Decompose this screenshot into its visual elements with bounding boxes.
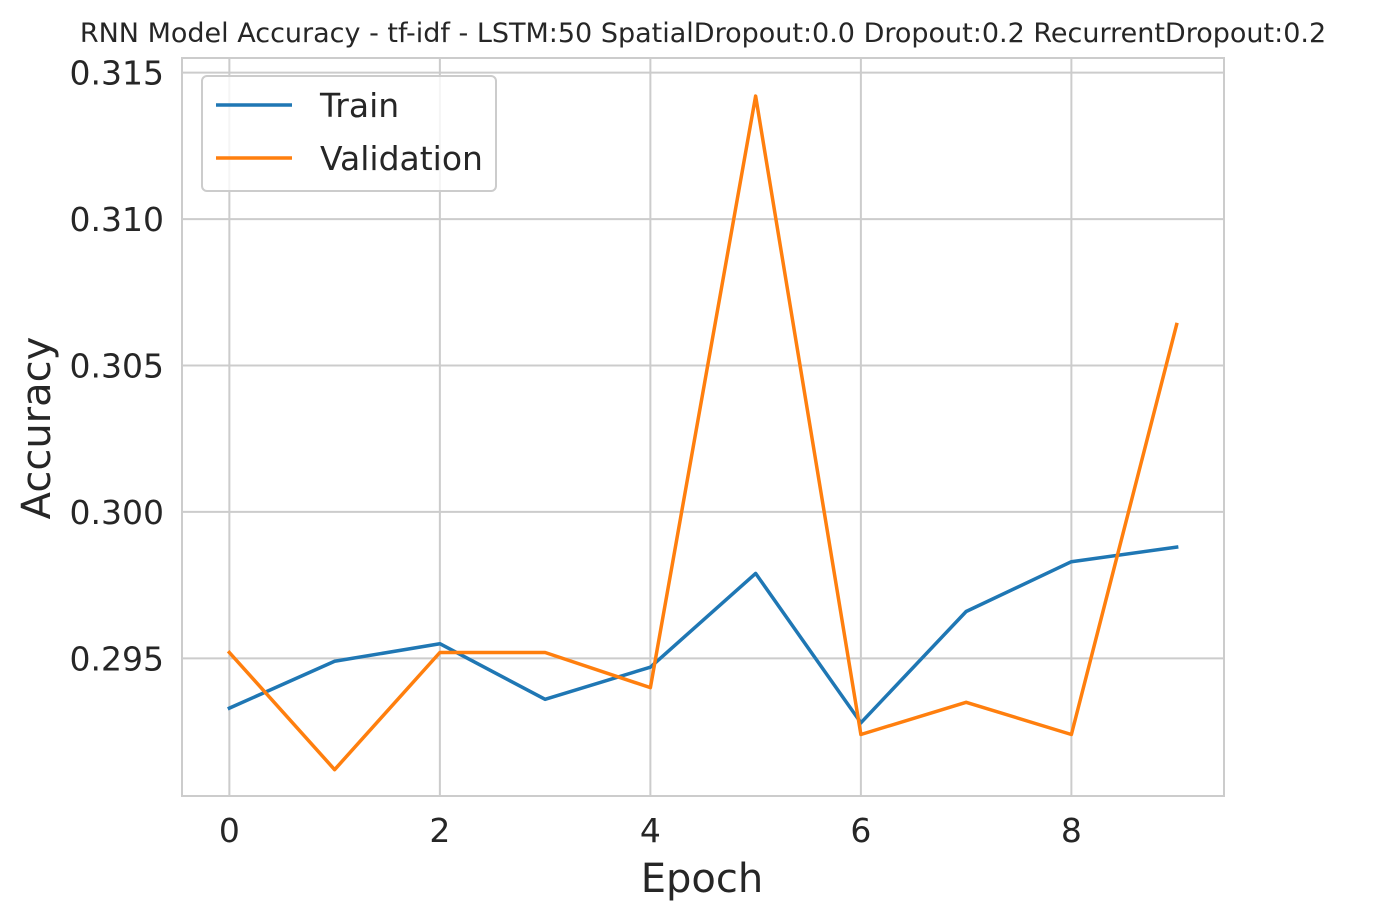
x-tick-label: 6 (850, 811, 871, 850)
legend-label-train: Train (319, 86, 399, 125)
chart-title: RNN Model Accuracy - tf-idf - LSTM:50 Sp… (80, 18, 1326, 49)
data-series (226, 94, 1179, 772)
series-line-validation (226, 94, 1179, 772)
x-tick-label: 2 (429, 811, 450, 850)
y-tick-label: 0.295 (70, 639, 164, 678)
y-tick-label: 0.310 (70, 200, 164, 239)
x-tick-label: 0 (219, 811, 240, 850)
tick-labels: 0 2 4 6 8 0.295 0.300 0.305 0.310 0.315 (70, 54, 1082, 850)
y-tick-label: 0.315 (70, 54, 164, 93)
y-axis-label: Accuracy (14, 337, 60, 520)
x-axis-label: Epoch (641, 856, 763, 902)
legend: Train Validation (201, 75, 497, 192)
x-tick-label: 8 (1061, 811, 1082, 850)
legend-label-validation: Validation (320, 139, 483, 178)
y-tick-label: 0.305 (70, 347, 164, 386)
y-tick-label: 0.300 (70, 493, 164, 532)
series-line-train (227, 545, 1179, 725)
plot-frame (181, 57, 1225, 797)
x-tick-label: 4 (640, 811, 661, 850)
